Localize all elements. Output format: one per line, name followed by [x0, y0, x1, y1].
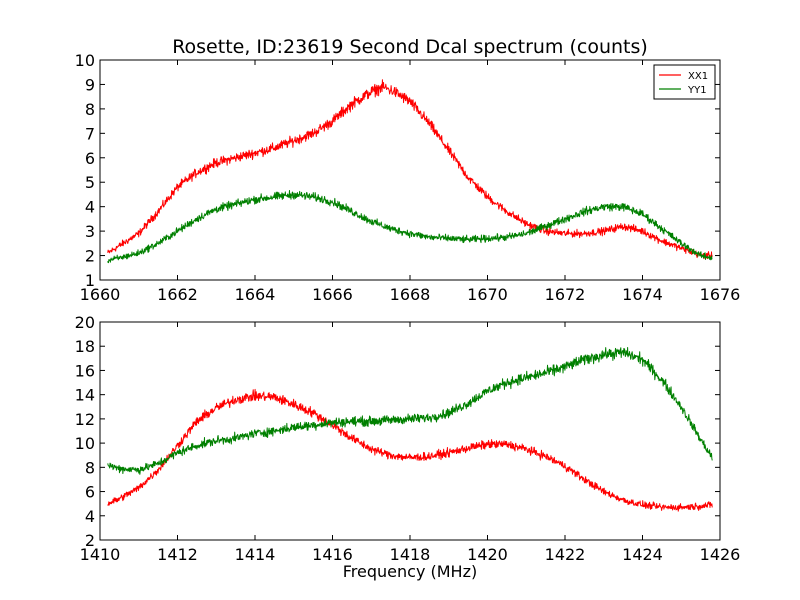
y-tick-label: 6 [85, 149, 95, 168]
y-tick-label: 16 [75, 361, 95, 380]
y-tick-label: 3 [85, 222, 95, 241]
y-tick-label: 2 [85, 531, 95, 550]
x-tick-label: 1426 [700, 545, 741, 564]
y-tick-label: 2 [85, 247, 95, 266]
y-tick-label: 18 [75, 337, 95, 356]
legend-label-yy1: YY1 [687, 85, 707, 96]
top-panel: 1660 1662 1664 1666 1668 1670 1672 1674 1676 1 2 3 4… [75, 36, 741, 304]
x-tick-label: 1412 [157, 545, 198, 564]
x-tick-label: 1664 [235, 285, 276, 304]
legend-label-xx1: XX1 [688, 71, 708, 82]
x-tick-label: 1666 [312, 285, 353, 304]
y-tick-label: 6 [85, 483, 95, 502]
y-tick-label: 10 [75, 434, 95, 453]
x-axis-label: Frequency (MHz) [343, 562, 477, 581]
x-tick-label: 1410 [80, 545, 121, 564]
y-tick-label: 1 [85, 271, 95, 290]
x-tick-label: 1416 [312, 545, 353, 564]
bottom-panel: 1410 1412 1414 1416 1418 1420 1422 1424 14262468… [75, 313, 741, 581]
y-tick-label: 10 [75, 51, 95, 70]
series-group [107, 79, 713, 264]
y-tick-label: 8 [85, 458, 95, 477]
y-tick-label: 5 [85, 173, 95, 192]
x-tick-label: 1672 [545, 285, 586, 304]
x-tick-label: 1662 [157, 285, 198, 304]
series-line-xx1 [107, 79, 713, 260]
series-line-xx1 [107, 388, 713, 512]
x-tick-label: 1676 [700, 285, 741, 304]
y-tick-label: 9 [85, 75, 95, 94]
x-tick-label: 1420 [467, 545, 508, 564]
y-tick-label: 14 [75, 386, 95, 405]
series-group [107, 347, 713, 512]
x-tick-label: 1660 [80, 285, 121, 304]
chart-title: Rosette, ID:23619 Second Dcal spectrum (… [172, 36, 648, 58]
x-tick-label: 1414 [235, 545, 276, 564]
legend-box [653, 64, 716, 100]
x-tick-label: 1668 [390, 285, 431, 304]
y-tick-label: 12 [75, 410, 95, 429]
y-tick-label: 7 [85, 124, 95, 143]
y-tick-label: 20 [75, 313, 95, 332]
x-tick-label: 1418 [390, 545, 431, 564]
y-tick-label: 4 [85, 198, 95, 217]
x-tick-label: 1670 [467, 285, 508, 304]
series-line-yy1 [107, 190, 713, 264]
x-tick-label: 1674 [622, 285, 663, 304]
y-tick-label: 4 [85, 507, 95, 526]
x-tick-label: 1424 [622, 545, 663, 564]
y-tick-label: 8 [85, 100, 95, 119]
series-line-yy1 [107, 347, 713, 475]
x-tick-label: 1422 [545, 545, 586, 564]
